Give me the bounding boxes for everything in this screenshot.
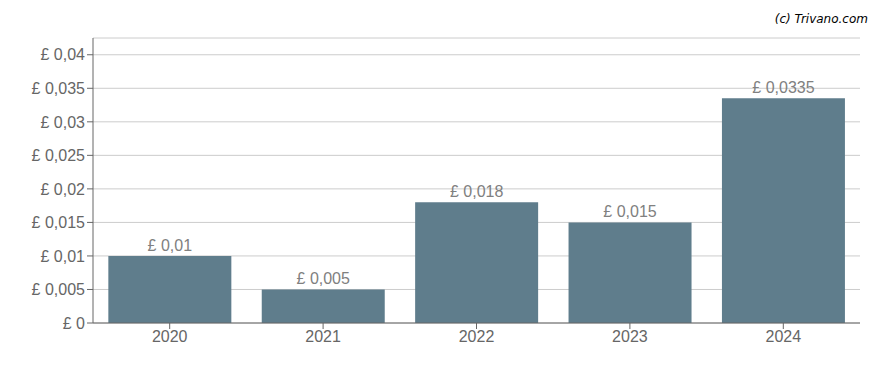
html-text:(c) Trivano.com: (c) Trivano.com bbox=[774, 12, 868, 26]
svg-text:£ 0,01: £ 0,01 bbox=[148, 237, 193, 254]
svg-text:2021: 2021 bbox=[305, 328, 341, 345]
svg-text:£ 0,03: £ 0,03 bbox=[41, 114, 86, 131]
svg-text:£ 0,035: £ 0,035 bbox=[32, 80, 85, 97]
svg-text:2020: 2020 bbox=[152, 328, 188, 345]
svg-text:£ 0: £ 0 bbox=[63, 315, 85, 332]
svg-text:£ 0,01: £ 0,01 bbox=[41, 248, 86, 265]
svg-text:£ 0,005: £ 0,005 bbox=[32, 281, 85, 298]
svg-text:£ 0,018: £ 0,018 bbox=[450, 183, 503, 200]
svg-text:2023: 2023 bbox=[612, 328, 648, 345]
svg-text:£ 0,015: £ 0,015 bbox=[603, 203, 656, 220]
svg-text:£ 0,04: £ 0,04 bbox=[41, 46, 86, 63]
svg-text:£ 0,0335: £ 0,0335 bbox=[752, 79, 814, 96]
svg-text:£ 0,005: £ 0,005 bbox=[297, 270, 350, 287]
svg-text:£ 0,02: £ 0,02 bbox=[41, 181, 86, 198]
svg-text:£ 0,025: £ 0,025 bbox=[32, 147, 85, 164]
svg-text:2024: 2024 bbox=[766, 328, 802, 345]
svg-text:£ 0,015: £ 0,015 bbox=[32, 214, 85, 231]
svg-text:2022: 2022 bbox=[459, 328, 495, 345]
